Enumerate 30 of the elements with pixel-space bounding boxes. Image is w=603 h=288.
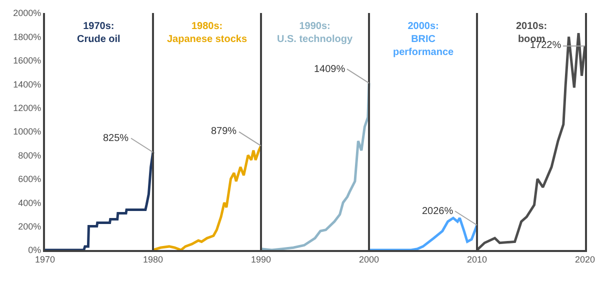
y-tick-label: 200% [18,221,42,232]
annotation: 825% [103,133,129,144]
text: 1970s: Crude oil [77,21,121,45]
y-tick-label: 1000% [13,126,42,137]
y-tick-label: 400% [18,198,42,208]
y-tick-label: 800% [18,150,42,160]
y-tick-label: 1600% [13,56,42,66]
x-tick-label: 1990 [250,254,272,265]
annotation: 1722% [530,40,562,51]
x-tick-label: 2000 [358,254,380,265]
annotation: 879% [211,126,237,137]
annotation: 1409% [314,64,346,75]
text: 1990s: U.S. technology [277,21,353,45]
y-tick-label: 2000% [13,8,42,18]
text: 2000s: BRIC performance [393,21,454,58]
x-tick-label: 2010 [466,254,488,265]
annotation: 2026% [422,206,454,217]
x-tick-label: 2020 [574,254,596,265]
y-tick-label: 1200% [13,102,42,113]
y-tick-label: 1800% [13,32,42,42]
line-series [476,32,585,250]
line-series [45,150,154,250]
line-series [368,216,478,250]
line-series [152,144,262,250]
y-tick-label: 0% [28,245,42,256]
x-tick-label: 1970 [34,254,56,265]
x-tick-label: 1980 [142,254,164,265]
text: 1980s: Japanese stocks [167,21,248,45]
y-tick-label: 1400% [13,79,42,90]
y-tick-label: 600% [18,174,42,184]
